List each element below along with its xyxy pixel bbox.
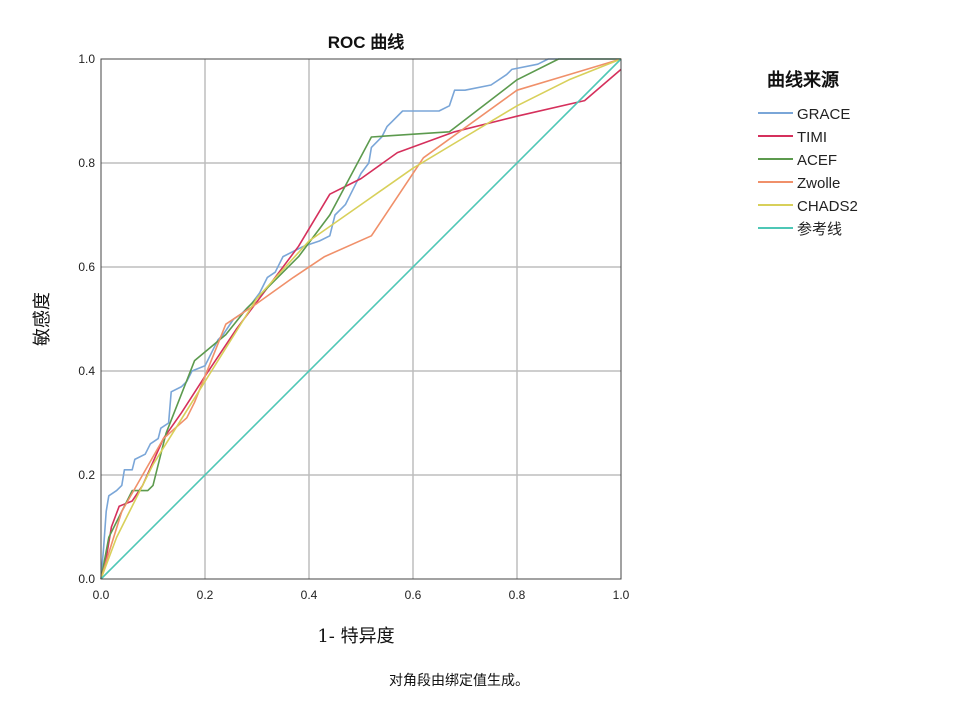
chart-title: ROC 曲线 (328, 32, 405, 52)
x-tick-label: 0.2 (197, 588, 214, 602)
legend-label: TIMI (797, 129, 827, 146)
series-line-5 (100, 58, 622, 580)
series-line-1 (100, 68, 622, 580)
tick-labels: 0.0 0.2 0.4 0.6 0.8 1.0 0.0 0.2 0.4 0.6 0.8 1.0 (78, 52, 629, 602)
y-axis-label: 敏感度 (32, 292, 53, 346)
legend-label: GRACE (797, 106, 850, 123)
grid (101, 59, 621, 579)
x-tick-label: 0.8 (509, 588, 526, 602)
y-tick-label: 0.2 (78, 468, 95, 482)
x-tick-label: 0.4 (301, 588, 318, 602)
series-line-4 (100, 58, 622, 580)
x-axis-label: 1- 特异度 (317, 626, 394, 647)
y-tick-label: 0.4 (78, 364, 95, 378)
plot-frame (100, 58, 622, 580)
legend-label: ACEF (797, 152, 837, 169)
legend-label: 参考线 (797, 221, 842, 238)
series-line-0 (100, 58, 621, 580)
legend-items: GRACE TIMI ACEF Zwolle CHADS2 参考线 (758, 106, 858, 238)
legend-title: 曲线来源 (767, 69, 839, 91)
y-tick-label: 1.0 (78, 52, 95, 66)
series-line-2 (100, 58, 621, 580)
legend-label: CHADS2 (797, 198, 858, 215)
y-tick-label: 0.8 (78, 156, 95, 170)
x-tick-label: 0.0 (93, 588, 110, 602)
x-tick-label: 1.0 (613, 588, 630, 602)
y-tick-label: 0.0 (78, 572, 95, 586)
x-tick-label: 0.6 (405, 588, 422, 602)
series-line-3 (100, 58, 622, 580)
legend-label: Zwolle (797, 175, 840, 192)
y-tick-label: 0.6 (78, 260, 95, 274)
footnote: 对角段由绑定值生成。 (389, 673, 529, 689)
legend: 曲线来源 GRACE TIMI ACEF Zwolle CHADS2 参考线 (758, 69, 858, 238)
series-layer (100, 58, 622, 580)
